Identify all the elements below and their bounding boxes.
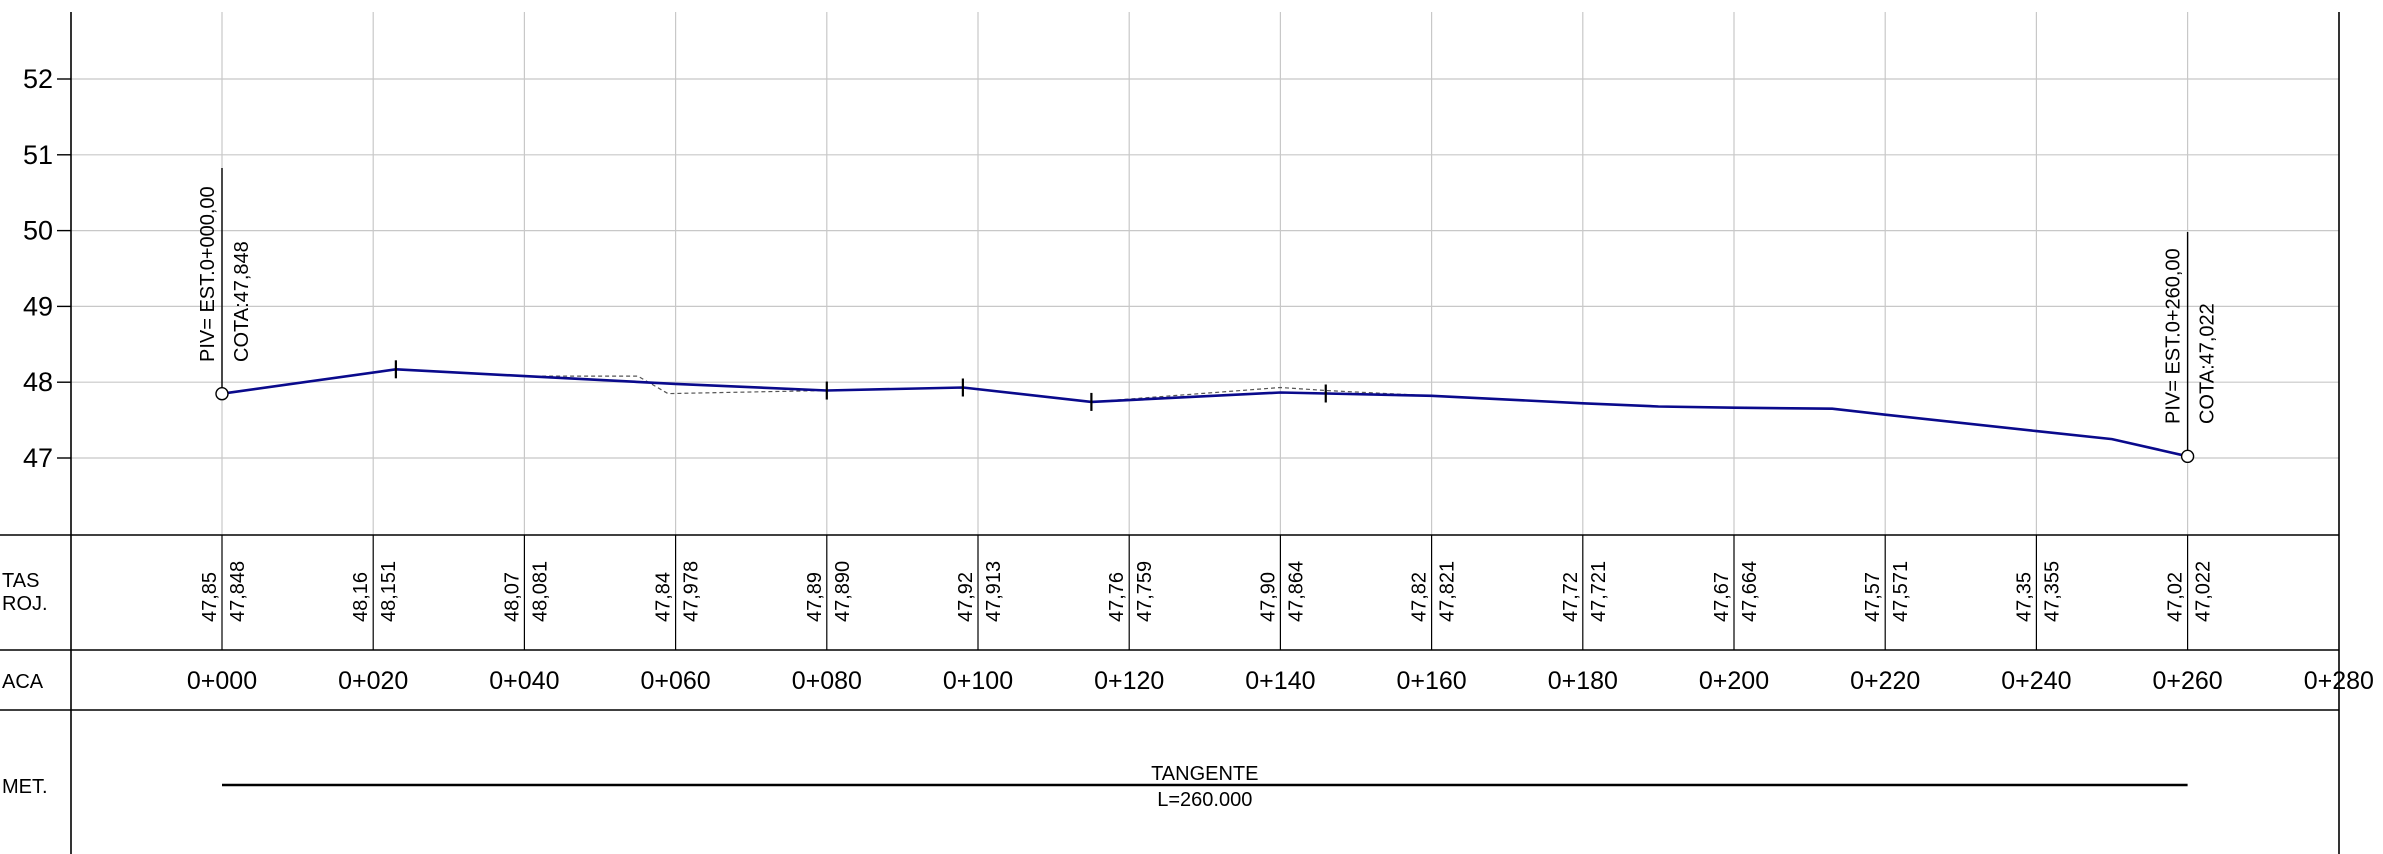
drawing-frame — [0, 12, 2340, 854]
station-label-0: 0+000 — [187, 667, 257, 695]
station-label-220: 0+220 — [1850, 667, 1920, 695]
station-label-260: 0+260 — [2152, 667, 2222, 695]
terrain-elevation-100: 47,92 — [955, 572, 977, 622]
terrain-elevation-200: 47,67 — [1711, 572, 1733, 622]
piv-end-cota: COTA:47,022 — [2197, 303, 2219, 424]
project-elevation-100: 47,913 — [983, 561, 1005, 622]
project-elevation-140: 47,864 — [1285, 561, 1307, 622]
station-label-60: 0+060 — [640, 667, 710, 695]
station-label-200: 0+200 — [1699, 667, 1769, 695]
project-elevation-240: 47,355 — [2041, 561, 2063, 622]
terrain-elevation-240: 47,35 — [2013, 572, 2035, 622]
tangent-label: TANGENTE — [1151, 763, 1258, 785]
project-profile-line — [221, 367, 2188, 458]
grid-lines — [71, 12, 2339, 535]
row-label-estaca: ACA — [2, 671, 44, 693]
station-label-20: 0+020 — [338, 667, 408, 695]
station-label-40: 0+040 — [489, 667, 559, 695]
project-elevation-120: 47,759 — [1134, 561, 1156, 622]
elevation-values-row: 47,85 47,848 48,16 48,151 48,07 48,081 47,84 47… — [199, 535, 2215, 650]
terrain-elevation-160: 47,82 — [1409, 572, 1431, 622]
project-elevation-80: 47,890 — [832, 561, 854, 622]
terrain-elevation-180: 47,72 — [1560, 572, 1582, 622]
project-elevation-180: 47,721 — [1588, 561, 1610, 622]
y-tick-label-47: 47 — [23, 443, 53, 473]
piv-end-label: PIV= EST.0+260,00 — [2163, 248, 2185, 424]
station-label-140: 0+140 — [1245, 667, 1315, 695]
row-label-cotas-line2: ROJ. — [2, 593, 48, 615]
station-label-240: 0+240 — [2001, 667, 2071, 695]
terrain-elevation-260: 47,02 — [2165, 572, 2187, 622]
project-elevation-20: 48,151 — [378, 561, 400, 622]
terrain-elevation-20: 48,16 — [350, 572, 372, 622]
piv-start-cota: COTA:47,848 — [231, 241, 253, 362]
piv-end-marker — [2180, 449, 2195, 464]
row-label-cotas-line1: TAS — [2, 570, 39, 592]
terrain-elevation-40: 48,07 — [501, 572, 523, 622]
project-elevation-60: 47,978 — [681, 561, 703, 622]
terrain-elevation-120: 47,76 — [1106, 572, 1128, 622]
y-tick-label-50: 50 — [23, 216, 53, 246]
geometry-row: TANGENTE L=260.000 — [222, 763, 2188, 811]
station-label-120: 0+120 — [1094, 667, 1164, 695]
project-elevation-40: 48,081 — [529, 561, 551, 622]
row-labels: TAS ROJ. ACA MET. — [2, 570, 48, 798]
profile-lines — [221, 360, 2188, 458]
y-tick-label-52: 52 — [23, 64, 53, 94]
row-label-geometry: MET. — [2, 776, 48, 798]
project-elevation-0: 47,848 — [227, 561, 249, 622]
terrain-elevation-60: 47,84 — [653, 572, 675, 622]
project-elevation-200: 47,664 — [1739, 561, 1761, 622]
y-tick-label-49: 49 — [23, 291, 53, 321]
project-elevation-160: 47,821 — [1437, 561, 1459, 622]
terrain-elevation-220: 47,57 — [1862, 572, 1884, 622]
y-tick-label-48: 48 — [23, 367, 53, 397]
piv-annotations: PIV= EST.0+000,00 COTA:47,848 PIV= EST.0+2… — [197, 168, 2219, 464]
station-label-160: 0+160 — [1396, 667, 1466, 695]
station-label-280: 0+280 — [2304, 667, 2374, 695]
terrain-elevation-0: 47,85 — [199, 572, 221, 622]
piv-start-marker — [215, 387, 229, 401]
station-label-100: 0+100 — [943, 667, 1013, 695]
station-row: 0+000 0+020 0+040 0+060 0+080 0+100 0+120 0+140… — [187, 667, 2374, 695]
y-tick-label-51: 51 — [23, 140, 53, 170]
tangent-length: L=260.000 — [1157, 789, 1252, 811]
piv-start-label: PIV= EST.0+000,00 — [197, 186, 219, 362]
terrain-elevation-140: 47,90 — [1257, 572, 1279, 622]
station-label-180: 0+180 — [1548, 667, 1618, 695]
project-elevation-260: 47,022 — [2193, 561, 2215, 622]
elevation-axis: 47 48 49 50 51 52 — [23, 64, 71, 473]
terrain-elevation-80: 47,89 — [804, 572, 826, 622]
project-elevation-220: 47,571 — [1890, 561, 1912, 622]
station-label-80: 0+080 — [792, 667, 862, 695]
